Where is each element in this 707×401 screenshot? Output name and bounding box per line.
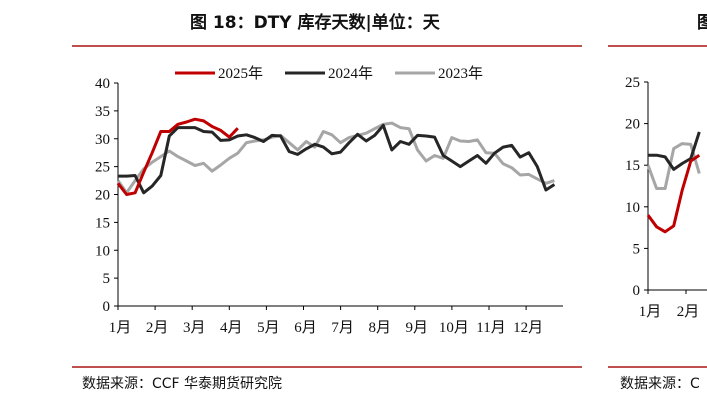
legend-label: 2023年	[438, 65, 483, 82]
chart-title: 图 18：DTY 库存天数|单位：天	[190, 13, 440, 33]
series-line-2024年	[118, 123, 556, 195]
series-line-2024年	[648, 131, 701, 171]
series-line-2023年	[646, 142, 701, 190]
bottom-rule-2	[608, 366, 707, 368]
x-tick-label: 1月	[109, 320, 132, 336]
y-tick-label: 40	[95, 76, 110, 92]
y-tick-label: 30	[95, 132, 110, 148]
y-tick-label: 5	[103, 271, 111, 287]
x-tick-label: 6月	[294, 320, 317, 336]
bottom-rule	[72, 366, 582, 368]
title-rule-2	[608, 45, 707, 47]
x-tick-label: 2月	[146, 320, 169, 336]
x-tick-label: 3月	[183, 320, 206, 336]
series-line-2025年	[116, 117, 239, 196]
x-tick-label: 2月	[677, 304, 700, 320]
y-tick-label: 35	[95, 104, 110, 120]
y-tick-label: 10	[95, 243, 110, 259]
y-tick-label: 20	[95, 188, 110, 204]
x-tick-label: 1月	[639, 304, 662, 320]
x-tick-label: 7月	[331, 320, 354, 336]
x-tick-label: 5月	[257, 320, 280, 336]
x-tick-label: 12月	[513, 320, 543, 336]
chart-title-2: 图	[697, 13, 707, 33]
y-tick-label: 25	[95, 160, 110, 176]
y-tick-label: 0	[103, 299, 111, 315]
y-tick-label: 15	[95, 215, 110, 231]
series-line-2025年	[646, 153, 701, 234]
title-rule	[72, 45, 582, 47]
y-tick-label: 5	[633, 241, 641, 257]
source-note-2: 数据来源：C	[620, 376, 700, 392]
y-tick-label: 15	[625, 158, 640, 174]
legend-label: 2024年	[328, 65, 373, 82]
x-tick-label: 8月	[368, 320, 391, 336]
y-tick-label: 25	[625, 75, 640, 91]
x-tick-label: 4月	[220, 320, 243, 336]
series-line-2023年	[116, 121, 555, 195]
x-tick-label: 11月	[476, 320, 505, 336]
y-tick-label: 20	[625, 117, 640, 133]
source-note: 数据来源：CCF 华泰期货研究院	[82, 376, 283, 392]
y-tick-label: 0	[633, 283, 641, 299]
x-tick-label: 9月	[406, 320, 429, 336]
y-tick-label: 10	[625, 200, 640, 216]
x-tick-label: 10月	[439, 320, 469, 336]
legend-label: 2025年	[218, 65, 263, 82]
